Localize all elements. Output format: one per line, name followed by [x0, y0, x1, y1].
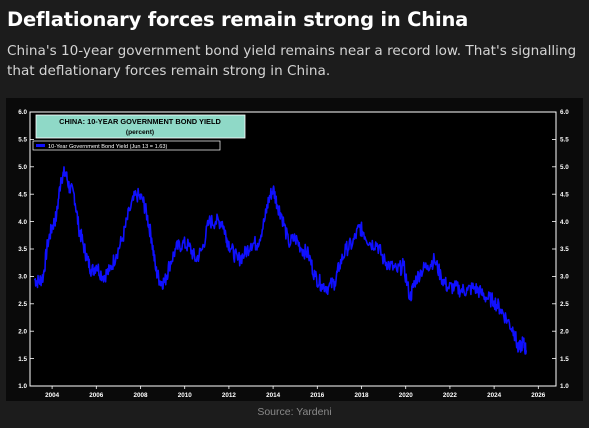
- x-tick-label: 2014: [266, 392, 281, 399]
- y-tick-label-right: 3.0: [560, 274, 569, 281]
- y-tick-label-right: 1.5: [560, 356, 569, 363]
- y-tick-label-left: 5.0: [18, 164, 27, 171]
- y-tick-label-right: 5.0: [560, 164, 569, 171]
- x-tick-label: 2026: [531, 392, 546, 399]
- y-tick-label-left: 4.0: [18, 219, 27, 226]
- x-tick-label: 2010: [178, 392, 193, 399]
- subheadline: China's 10-year government bond yield re…: [7, 43, 577, 79]
- y-tick-label-right: 2.0: [560, 328, 569, 335]
- y-tick-label-left: 1.5: [18, 356, 27, 363]
- x-tick-label: 2016: [310, 392, 325, 399]
- y-tick-label-right: 3.5: [560, 246, 569, 253]
- x-tick-label: 2008: [133, 392, 148, 399]
- y-tick-label-right: 2.5: [560, 301, 569, 308]
- y-tick-label-left: 3.5: [18, 246, 27, 253]
- y-tick-label-left: 1.0: [18, 383, 27, 390]
- x-tick-label: 2020: [399, 392, 414, 399]
- x-tick-label: 2012: [222, 392, 237, 399]
- y-tick-label-right: 4.5: [560, 191, 569, 198]
- y-tick-label-left: 3.0: [18, 274, 27, 281]
- x-tick-label: 2018: [355, 392, 370, 399]
- line-chart: 1.0 1.0 1.5 1.5 2.0 2.0 2.5 2.5 3.0 3.0 3.5 3.5 4.0 4…: [18, 109, 569, 399]
- series-line-10y-yield: [33, 166, 527, 355]
- legend-swatch: [36, 144, 45, 147]
- chart-title-box: [35, 114, 246, 139]
- y-tick-label-right: 5.5: [560, 137, 569, 144]
- legend-box: [32, 140, 221, 151]
- x-tick-label: 2006: [89, 392, 104, 399]
- y-tick-label-right: 6.0: [560, 109, 569, 116]
- y-tick-label-left: 5.5: [18, 137, 27, 144]
- y-tick-label-left: 4.5: [18, 191, 27, 198]
- chart-subtitle: (percent): [126, 129, 154, 136]
- y-tick-label-right: 4.0: [560, 219, 569, 226]
- chart-panel: 1.0 1.0 1.5 1.5 2.0 2.0 2.5 2.5 3.0 3.0 3.5 3.5 4.0 4…: [6, 98, 583, 401]
- plot-background: [29, 111, 557, 387]
- y-tick-label-right: 1.0: [560, 383, 569, 390]
- y-tick-label-left: 2.5: [18, 301, 27, 308]
- x-tick-label: 2022: [443, 392, 458, 399]
- source-note: Source: Yardeni: [257, 406, 332, 418]
- x-tick-label: 2024: [487, 392, 502, 399]
- headline: Deflationary forces remain strong in Chi…: [7, 8, 469, 31]
- chart-title: CHINA: 10-YEAR GOVERNMENT BOND YIELD: [59, 117, 221, 126]
- legend-label: 10-Year Government Bond Yield (Jun 13 = …: [48, 144, 167, 150]
- x-tick-label: 2004: [45, 392, 60, 399]
- y-tick-label-left: 2.0: [18, 328, 27, 335]
- y-tick-label-left: 6.0: [18, 109, 27, 116]
